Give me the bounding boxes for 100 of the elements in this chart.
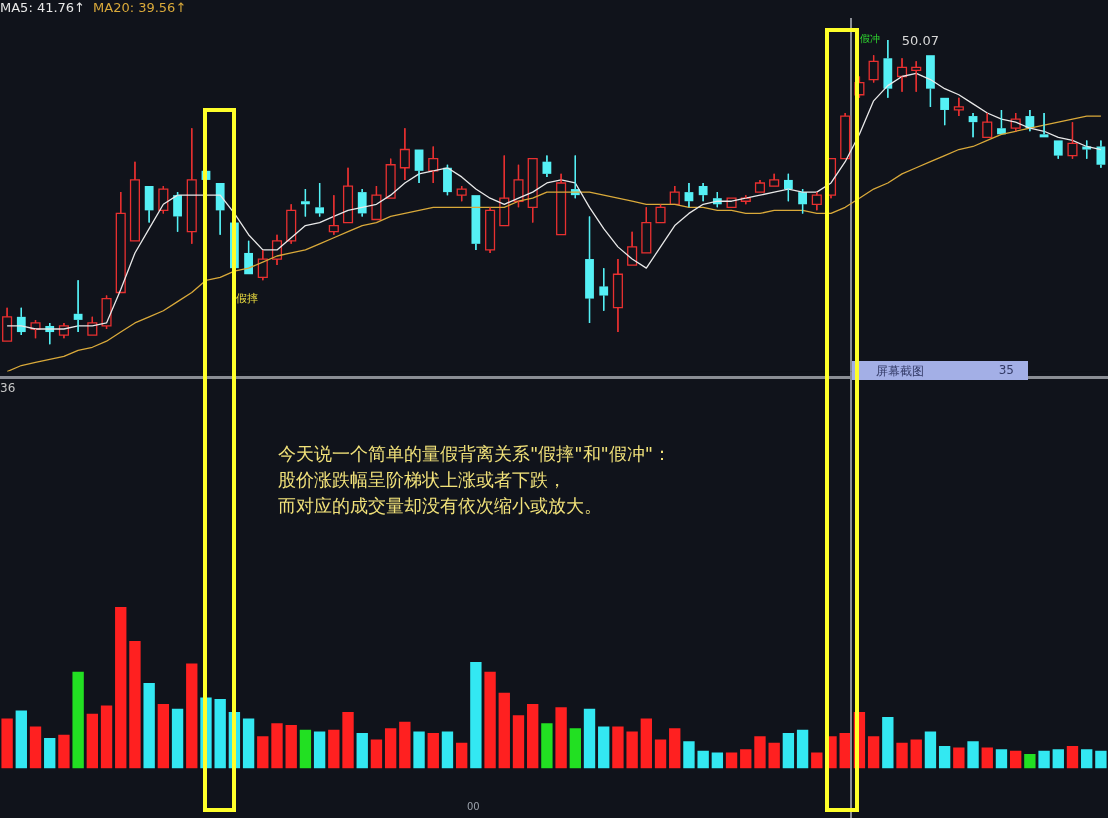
bar — [143, 682, 155, 769]
bar — [654, 739, 667, 769]
candlestick — [485, 206, 496, 254]
bar — [356, 733, 368, 769]
candlestick — [783, 173, 793, 202]
candlestick — [883, 39, 893, 99]
bar — [171, 708, 184, 769]
candlestick — [399, 127, 410, 181]
bar — [427, 733, 439, 769]
bar — [100, 705, 113, 769]
bar — [711, 752, 724, 769]
text: 股价涨跌幅呈阶梯状上涨或者下跌， — [278, 468, 567, 492]
candlestick — [244, 240, 253, 275]
candlestick — [101, 294, 112, 330]
bar — [342, 712, 354, 769]
bar — [953, 747, 965, 769]
candlestick — [456, 185, 467, 202]
bar — [129, 640, 141, 769]
bar — [626, 731, 638, 769]
candlestick — [911, 60, 922, 93]
annotation: 50.07 — [901, 33, 940, 48]
bar — [29, 726, 42, 769]
bar — [58, 734, 70, 769]
text: 而对应的成交量却没有依次缩小或放大。 — [278, 494, 603, 518]
bar — [541, 723, 553, 769]
bar — [157, 703, 170, 769]
candlestick — [527, 158, 538, 224]
bar — [512, 715, 525, 769]
bar — [186, 663, 198, 769]
bar — [15, 710, 27, 769]
candlestick — [953, 97, 964, 117]
candlestick — [115, 191, 126, 294]
bar — [640, 718, 653, 769]
bar — [938, 745, 951, 769]
bar — [313, 731, 326, 769]
candlestick — [840, 112, 851, 160]
candlestick — [1025, 109, 1035, 132]
candlestick — [684, 182, 694, 208]
bar — [1095, 750, 1107, 769]
candlestick — [471, 195, 481, 251]
bar — [399, 721, 411, 769]
bar — [413, 731, 425, 769]
bar — [328, 729, 340, 769]
candlestick — [627, 231, 638, 266]
candlestick — [328, 194, 339, 236]
bar — [669, 728, 681, 769]
candlestick — [896, 57, 908, 93]
candlestick — [173, 191, 182, 233]
candlestick — [271, 234, 283, 266]
bar — [796, 729, 809, 769]
bar — [683, 741, 695, 769]
candlestick — [1067, 121, 1078, 160]
bar — [455, 742, 468, 769]
candlestick — [2, 307, 13, 342]
bar — [285, 724, 297, 769]
bar — [1081, 749, 1093, 769]
bar — [299, 729, 312, 769]
bar — [527, 703, 539, 769]
candlestick — [16, 307, 26, 336]
text: MA5: 41.76↑ — [0, 0, 86, 15]
bar — [484, 671, 496, 769]
bar — [811, 752, 823, 769]
candlestick — [371, 185, 382, 221]
text: MA20: 39.56↑ — [93, 0, 187, 15]
candlestick — [357, 188, 367, 218]
bar — [740, 749, 752, 769]
bar — [1038, 750, 1050, 769]
candlestick — [428, 145, 439, 184]
candlestick — [1010, 112, 1021, 132]
annotation: 假冲 — [860, 32, 880, 46]
bar — [498, 692, 510, 769]
candlestick — [641, 206, 652, 254]
bar — [470, 661, 482, 769]
bar — [115, 607, 127, 769]
bar — [214, 699, 226, 769]
bar — [782, 733, 795, 769]
candlestick — [443, 164, 452, 196]
bar — [555, 707, 567, 769]
bar — [441, 731, 454, 769]
candlestick — [612, 258, 623, 333]
candlestick — [698, 182, 708, 202]
candlestick — [257, 249, 268, 281]
bar — [768, 742, 780, 769]
candlestick — [385, 158, 396, 199]
bar — [1052, 749, 1064, 769]
candlestick — [315, 182, 325, 218]
bar — [257, 736, 269, 769]
bar — [583, 708, 596, 769]
candlestick — [982, 112, 993, 138]
candlestick — [58, 322, 69, 339]
bar — [1009, 750, 1022, 769]
candlestick — [1053, 140, 1063, 160]
bar — [384, 728, 397, 769]
bar — [612, 726, 624, 769]
candlestick — [215, 182, 225, 236]
bar — [924, 731, 937, 769]
bar — [86, 713, 99, 769]
candlestick — [798, 188, 807, 215]
text: 今天说一个简单的量假背离关系"假摔"和"假冲"： — [278, 442, 672, 466]
candlestick — [73, 279, 83, 333]
